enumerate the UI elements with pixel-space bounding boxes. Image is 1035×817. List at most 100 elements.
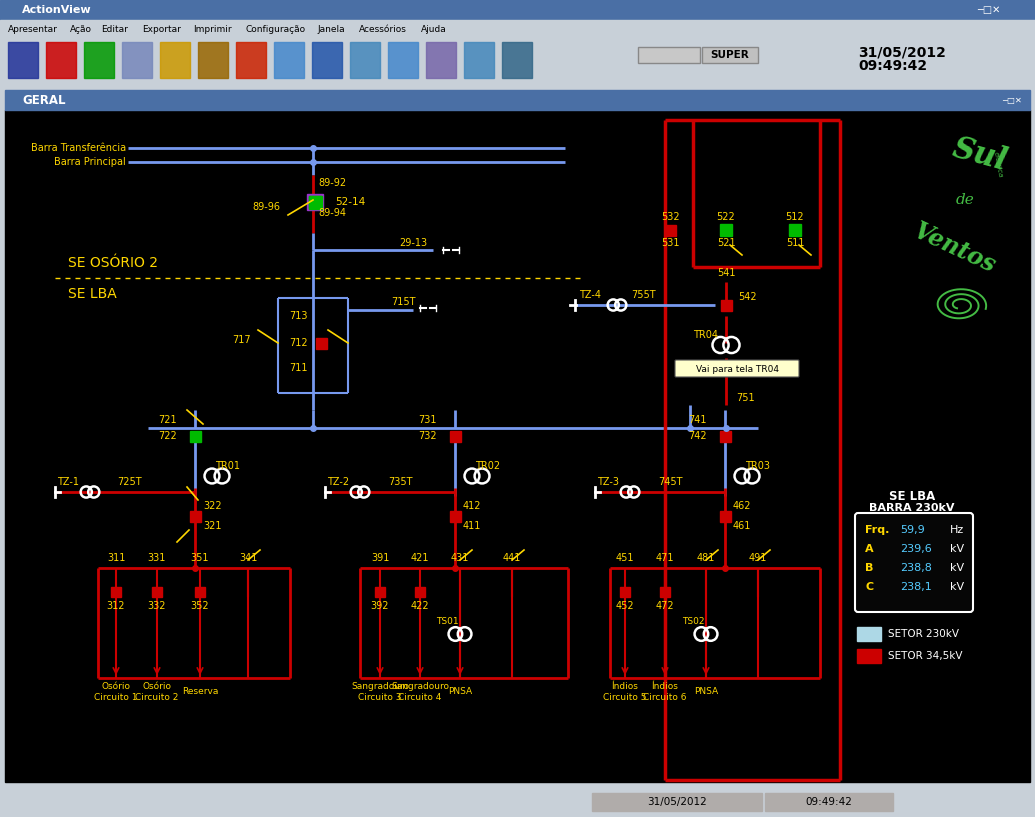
Bar <box>449 511 461 521</box>
Bar <box>5 110 1030 782</box>
Text: 452: 452 <box>616 601 634 611</box>
Text: 332: 332 <box>148 601 167 611</box>
Text: 721: 721 <box>158 415 177 425</box>
Text: 451: 451 <box>616 553 634 563</box>
Text: kV: kV <box>950 544 965 554</box>
Text: 351: 351 <box>190 553 209 563</box>
Text: 471: 471 <box>656 553 674 563</box>
Text: TS01: TS01 <box>436 618 459 627</box>
Text: 741: 741 <box>688 415 707 425</box>
Text: 09:49:42: 09:49:42 <box>858 59 927 73</box>
Text: TZ-2: TZ-2 <box>327 477 349 487</box>
Bar <box>195 587 205 597</box>
Bar <box>719 511 731 521</box>
Text: TR04: TR04 <box>693 330 718 340</box>
Text: A: A <box>865 544 874 554</box>
Text: ─□✕: ─□✕ <box>1002 96 1022 105</box>
Text: 532: 532 <box>660 212 679 222</box>
Text: 531: 531 <box>660 238 679 248</box>
Text: kV: kV <box>950 563 965 573</box>
Text: 522: 522 <box>716 212 736 222</box>
Text: 725T: 725T <box>118 477 142 487</box>
Bar <box>620 587 630 597</box>
Text: PNSA: PNSA <box>448 687 472 697</box>
Text: Reserva: Reserva <box>182 687 218 697</box>
Text: 238,1: 238,1 <box>900 582 932 592</box>
Text: SETOR 230kV: SETOR 230kV <box>888 629 959 639</box>
Text: 311: 311 <box>107 553 125 563</box>
Bar <box>198 42 228 78</box>
Text: 722: 722 <box>158 431 177 441</box>
Text: 431: 431 <box>451 553 469 563</box>
Text: Ação: Ação <box>70 25 92 33</box>
Bar <box>236 42 266 78</box>
Bar <box>592 793 762 811</box>
Bar <box>0 20 1035 38</box>
Text: 717: 717 <box>233 335 252 345</box>
Text: SUPER: SUPER <box>711 50 749 60</box>
Bar <box>765 793 893 811</box>
Text: 238,8: 238,8 <box>900 563 932 573</box>
Bar <box>8 42 38 78</box>
Text: 89-92: 89-92 <box>318 178 346 188</box>
Bar <box>375 587 385 597</box>
Text: SETOR 34,5kV: SETOR 34,5kV <box>888 651 963 661</box>
Text: 461: 461 <box>733 521 751 531</box>
Bar <box>857 649 881 663</box>
Bar <box>0 38 1035 90</box>
Bar <box>720 300 732 310</box>
Text: 711: 711 <box>290 363 308 373</box>
Text: Configuração: Configuração <box>245 25 305 33</box>
Bar <box>189 511 201 521</box>
Text: 31/05/2012: 31/05/2012 <box>647 797 707 807</box>
Text: 713: 713 <box>290 311 308 321</box>
Text: Acessórios: Acessórios <box>359 25 407 33</box>
Text: Osório
Circuito 1: Osório Circuito 1 <box>94 682 138 702</box>
Text: Editar: Editar <box>100 25 127 33</box>
Bar <box>278 298 348 393</box>
Bar <box>720 224 732 236</box>
Text: 312: 312 <box>107 601 125 611</box>
Text: 751: 751 <box>736 393 755 403</box>
Text: 745T: 745T <box>658 477 682 487</box>
Text: Ajuda: Ajuda <box>421 25 446 33</box>
Bar <box>638 47 700 63</box>
Text: 322: 322 <box>203 501 221 511</box>
Bar <box>502 42 532 78</box>
Text: de: de <box>955 193 974 207</box>
Bar <box>312 42 342 78</box>
Text: 715T: 715T <box>391 297 415 307</box>
Text: Barra Principal: Barra Principal <box>54 157 126 167</box>
Text: TR03: TR03 <box>745 461 770 471</box>
Text: 441: 441 <box>503 553 522 563</box>
Text: Sul: Sul <box>949 133 1011 177</box>
Bar <box>84 42 114 78</box>
Text: Frq.: Frq. <box>865 525 889 535</box>
Text: 541: 541 <box>717 268 735 278</box>
Text: 31/05/2012: 31/05/2012 <box>858 45 946 59</box>
Text: SE LBA: SE LBA <box>68 287 117 301</box>
Bar <box>660 587 670 597</box>
Bar <box>789 224 801 236</box>
Text: PNSA: PNSA <box>693 687 718 697</box>
Text: Sangradouro
Circuito 3: Sangradouro Circuito 3 <box>351 682 409 702</box>
Text: 421: 421 <box>411 553 430 563</box>
Text: 542: 542 <box>738 292 757 302</box>
Text: 512: 512 <box>786 212 804 222</box>
Text: BARRA 230kV: BARRA 230kV <box>869 503 954 513</box>
Text: Índios
Circuito 5: Índios Circuito 5 <box>603 682 647 702</box>
Text: 352: 352 <box>190 601 209 611</box>
Bar <box>388 42 418 78</box>
Text: Hz: Hz <box>950 525 965 535</box>
Text: 391: 391 <box>371 553 389 563</box>
Text: Vai para tela TR04: Vai para tela TR04 <box>696 364 778 373</box>
Text: Ventos: Ventos <box>910 218 1000 278</box>
Text: Osório
Circuito 2: Osório Circuito 2 <box>136 682 179 702</box>
Text: 09:49:42: 09:49:42 <box>805 797 853 807</box>
Text: 422: 422 <box>411 601 430 611</box>
Bar <box>449 431 461 441</box>
Text: 89-94: 89-94 <box>318 208 346 218</box>
Text: kV: kV <box>950 582 965 592</box>
Text: 491: 491 <box>748 553 767 563</box>
Text: C: C <box>865 582 874 592</box>
